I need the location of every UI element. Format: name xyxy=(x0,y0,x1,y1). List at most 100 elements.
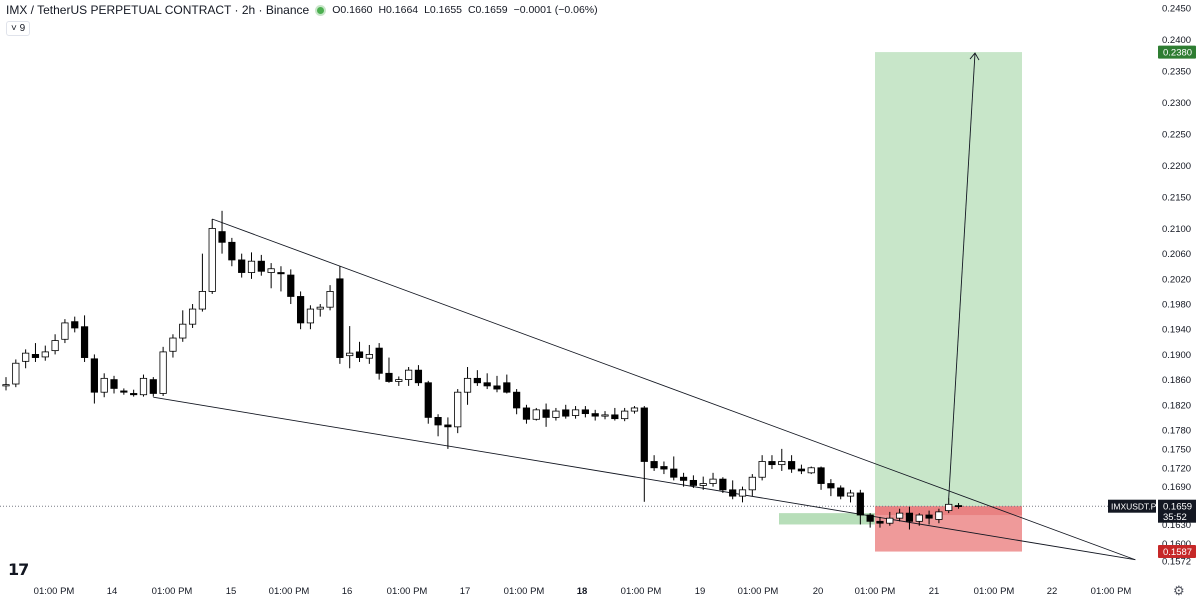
candle-body xyxy=(876,520,884,524)
candle-body xyxy=(287,274,295,297)
candle xyxy=(473,370,481,386)
indicator-count: 9 xyxy=(19,23,26,34)
candle-body xyxy=(896,512,904,519)
candle xyxy=(837,485,845,500)
candle-body xyxy=(434,416,442,426)
candle-body xyxy=(650,461,658,469)
candle xyxy=(621,407,629,422)
price-tick-label: 0.2020 xyxy=(1162,274,1191,285)
candle-body xyxy=(562,409,570,417)
candle-body xyxy=(424,382,432,418)
gear-icon[interactable]: ⚙ xyxy=(1173,583,1185,598)
candle-body xyxy=(12,362,20,385)
high-value: H0.1664 xyxy=(378,4,419,16)
candle-body xyxy=(139,377,148,396)
candle-body xyxy=(503,382,511,393)
candle-body xyxy=(22,352,30,362)
candle-body xyxy=(807,467,815,474)
time-tick-label: 01:00 PM xyxy=(1091,586,1132,597)
candle xyxy=(630,406,639,414)
candle xyxy=(31,343,40,362)
candle-body xyxy=(444,424,452,428)
time-axis[interactable]: 01:00 PM 14 01:00 PM 15 01:00 PM 16 01:00 PM 17… xyxy=(34,586,1132,597)
time-tick-label: 21 xyxy=(929,586,940,597)
close-value: C0.1659 xyxy=(467,4,508,16)
candle-body xyxy=(778,461,786,466)
candle-body xyxy=(267,268,275,273)
candle xyxy=(670,456,678,481)
candle xyxy=(208,218,216,294)
candle-body xyxy=(817,467,825,484)
candle-body xyxy=(709,478,717,484)
time-tick-label: 14 xyxy=(107,586,118,597)
candle-body xyxy=(346,352,354,357)
candle-body xyxy=(405,369,413,381)
time-tick-label: 01:00 PM xyxy=(387,586,428,597)
candle xyxy=(788,455,796,473)
time-tick-label: 18 xyxy=(577,586,588,597)
candle xyxy=(709,472,717,487)
price-tick-label: 0.1720 xyxy=(1162,463,1191,474)
candle-body xyxy=(837,487,845,497)
candle-body xyxy=(296,296,305,324)
ohlc-values: O0.1660 H0.1664 L0.1655 C0.1659 −0.0001 … xyxy=(332,4,600,16)
candle xyxy=(650,455,658,471)
candle xyxy=(896,508,904,522)
candle xyxy=(365,344,373,364)
candle xyxy=(218,210,226,254)
candle xyxy=(611,407,619,421)
price-axis[interactable]: 0.2450 0.2400 0.2350 0.2300 0.2250 0.2200 0.21… xyxy=(1162,4,1191,568)
price-tick-label: 0.2450 xyxy=(1162,4,1191,15)
candle xyxy=(198,253,206,312)
target-price-tag-text: 0.2380 xyxy=(1163,48,1192,59)
candle-body xyxy=(601,414,609,417)
symbol-title[interactable]: IMX / TetherUS PERPETUAL CONTRACT · 2h ·… xyxy=(6,3,310,17)
candle-body xyxy=(208,228,216,292)
indicators-toggle[interactable]: ˅ 9 xyxy=(6,21,31,36)
candle xyxy=(552,407,560,421)
candle xyxy=(2,377,10,391)
change-value: −0.0001 (−0.06%) xyxy=(513,4,598,16)
candle xyxy=(228,237,236,267)
candle xyxy=(139,374,148,397)
price-tick-label: 0.2350 xyxy=(1162,66,1191,77)
candle xyxy=(159,346,167,396)
candle xyxy=(61,319,69,344)
candle-body xyxy=(630,407,639,412)
price-tick-label: 0.1900 xyxy=(1162,350,1191,361)
candle-body xyxy=(90,358,98,393)
candle xyxy=(581,406,589,418)
open-value: O0.1660 xyxy=(332,4,373,16)
candle-body xyxy=(493,385,501,390)
candle xyxy=(738,486,747,503)
candle xyxy=(316,304,324,317)
candle-body xyxy=(483,382,491,387)
candle xyxy=(71,316,79,333)
candle xyxy=(483,373,491,390)
time-tick-label: 01:00 PM xyxy=(855,586,896,597)
current-price-bg xyxy=(1158,499,1196,523)
candle-body xyxy=(689,479,698,486)
candle xyxy=(120,388,128,395)
candle-body xyxy=(218,231,226,243)
candle xyxy=(827,479,835,497)
candle-body xyxy=(51,340,59,352)
price-tick-label: 0.1980 xyxy=(1162,300,1191,311)
time-tick-label: 01:00 PM xyxy=(152,586,193,597)
candle xyxy=(463,367,472,405)
candle-body xyxy=(2,384,10,387)
candle-body xyxy=(768,461,776,466)
candle xyxy=(660,461,668,475)
candle xyxy=(719,477,727,493)
market-status-icon xyxy=(317,6,325,14)
candle-body xyxy=(925,514,933,519)
candle-body xyxy=(385,372,393,382)
candle-body xyxy=(247,260,256,273)
tradingview-logo-icon[interactable]: 17 xyxy=(8,560,29,579)
price-tick-label: 0.2300 xyxy=(1162,98,1191,109)
time-tick-label: 01:00 PM xyxy=(34,586,75,597)
candle xyxy=(355,341,364,362)
candle-body xyxy=(375,347,383,374)
